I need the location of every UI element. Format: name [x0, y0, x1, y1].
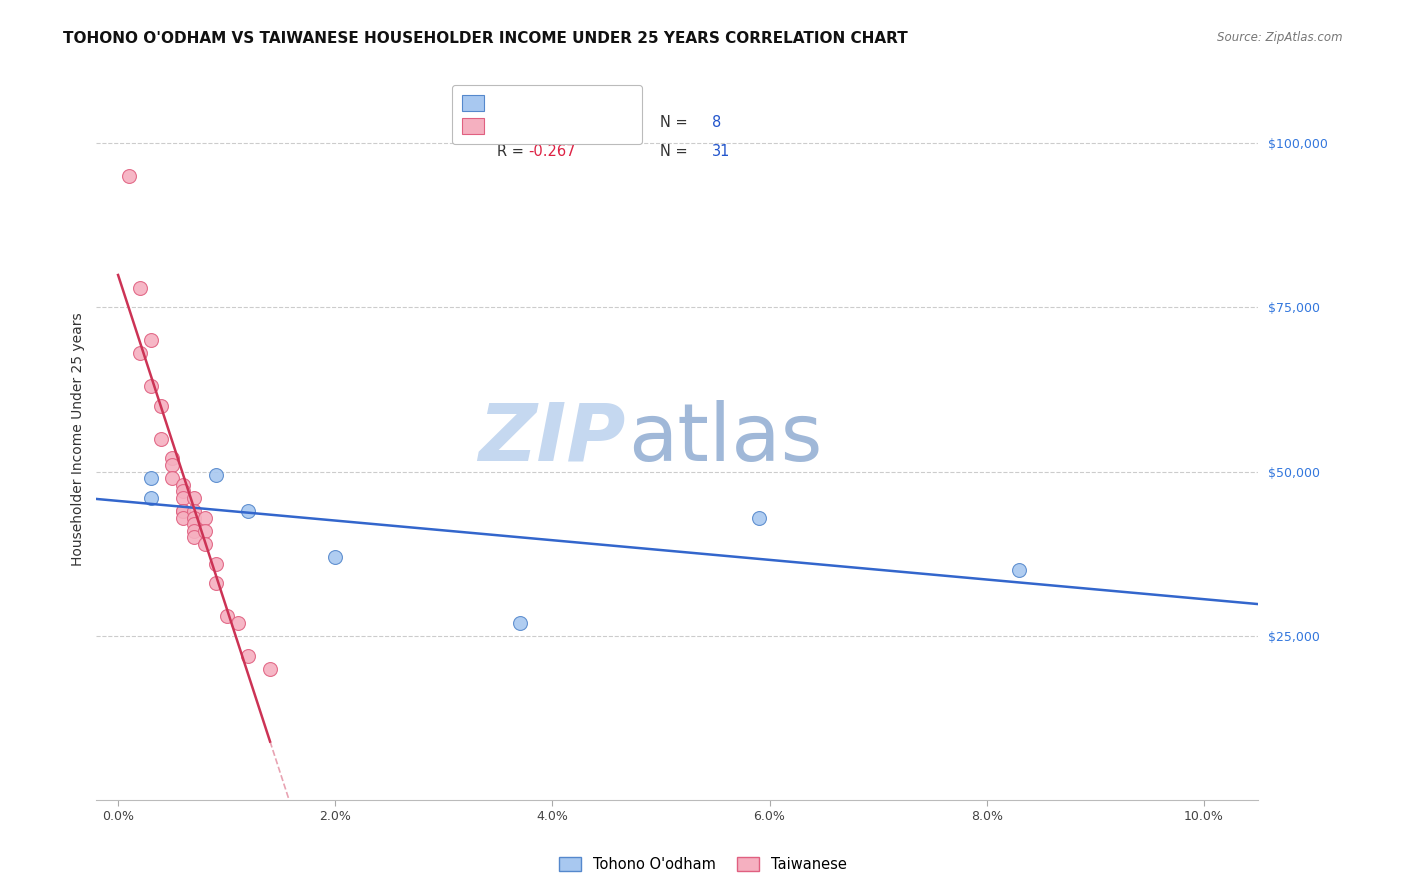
Text: R =: R =	[498, 144, 529, 159]
Point	[204, 467, 226, 482]
Point	[139, 491, 162, 505]
Point	[118, 169, 141, 183]
Text: N =: N =	[659, 144, 692, 159]
Point	[172, 484, 194, 499]
Point	[748, 510, 770, 524]
Point	[183, 491, 205, 505]
Point	[204, 557, 226, 571]
Point	[139, 379, 162, 393]
Text: -0.267: -0.267	[529, 144, 576, 159]
Text: TOHONO O'ODHAM VS TAIWANESE HOUSEHOLDER INCOME UNDER 25 YEARS CORRELATION CHART: TOHONO O'ODHAM VS TAIWANESE HOUSEHOLDER …	[63, 31, 908, 46]
Point	[509, 615, 531, 630]
Point	[183, 510, 205, 524]
Point	[162, 471, 184, 485]
Point	[194, 537, 217, 551]
Point	[238, 504, 260, 518]
Point	[194, 524, 217, 538]
Text: -0.419: -0.419	[529, 115, 576, 129]
Point	[1008, 563, 1031, 577]
Text: ZIP: ZIP	[478, 400, 624, 478]
Point	[183, 504, 205, 518]
Point	[150, 432, 173, 446]
Point	[183, 530, 205, 544]
Point	[162, 451, 184, 466]
Point	[172, 491, 194, 505]
Point	[323, 549, 346, 564]
Text: 8: 8	[711, 115, 721, 129]
Point	[183, 517, 205, 532]
Point	[226, 615, 249, 630]
Point	[172, 510, 194, 524]
Legend: Tohono O'odham, Taiwanese: Tohono O'odham, Taiwanese	[554, 851, 852, 878]
Text: N =: N =	[659, 115, 692, 129]
Point	[238, 648, 260, 663]
Point	[194, 510, 217, 524]
Y-axis label: Householder Income Under 25 years: Householder Income Under 25 years	[72, 312, 86, 566]
Text: 31: 31	[711, 144, 731, 159]
Point	[128, 346, 150, 360]
Point	[150, 399, 173, 413]
Point	[162, 458, 184, 472]
Point	[172, 504, 194, 518]
Point	[128, 280, 150, 294]
Point	[215, 609, 238, 624]
Text: R =: R =	[498, 115, 529, 129]
Point	[183, 524, 205, 538]
Point	[172, 504, 194, 518]
Point	[172, 477, 194, 491]
Point	[139, 471, 162, 485]
Legend:                               ,                               : ,	[453, 85, 643, 145]
Point	[204, 576, 226, 591]
Point	[259, 662, 281, 676]
Point	[139, 333, 162, 347]
Text: atlas: atlas	[628, 400, 823, 478]
Text: Source: ZipAtlas.com: Source: ZipAtlas.com	[1218, 31, 1343, 45]
